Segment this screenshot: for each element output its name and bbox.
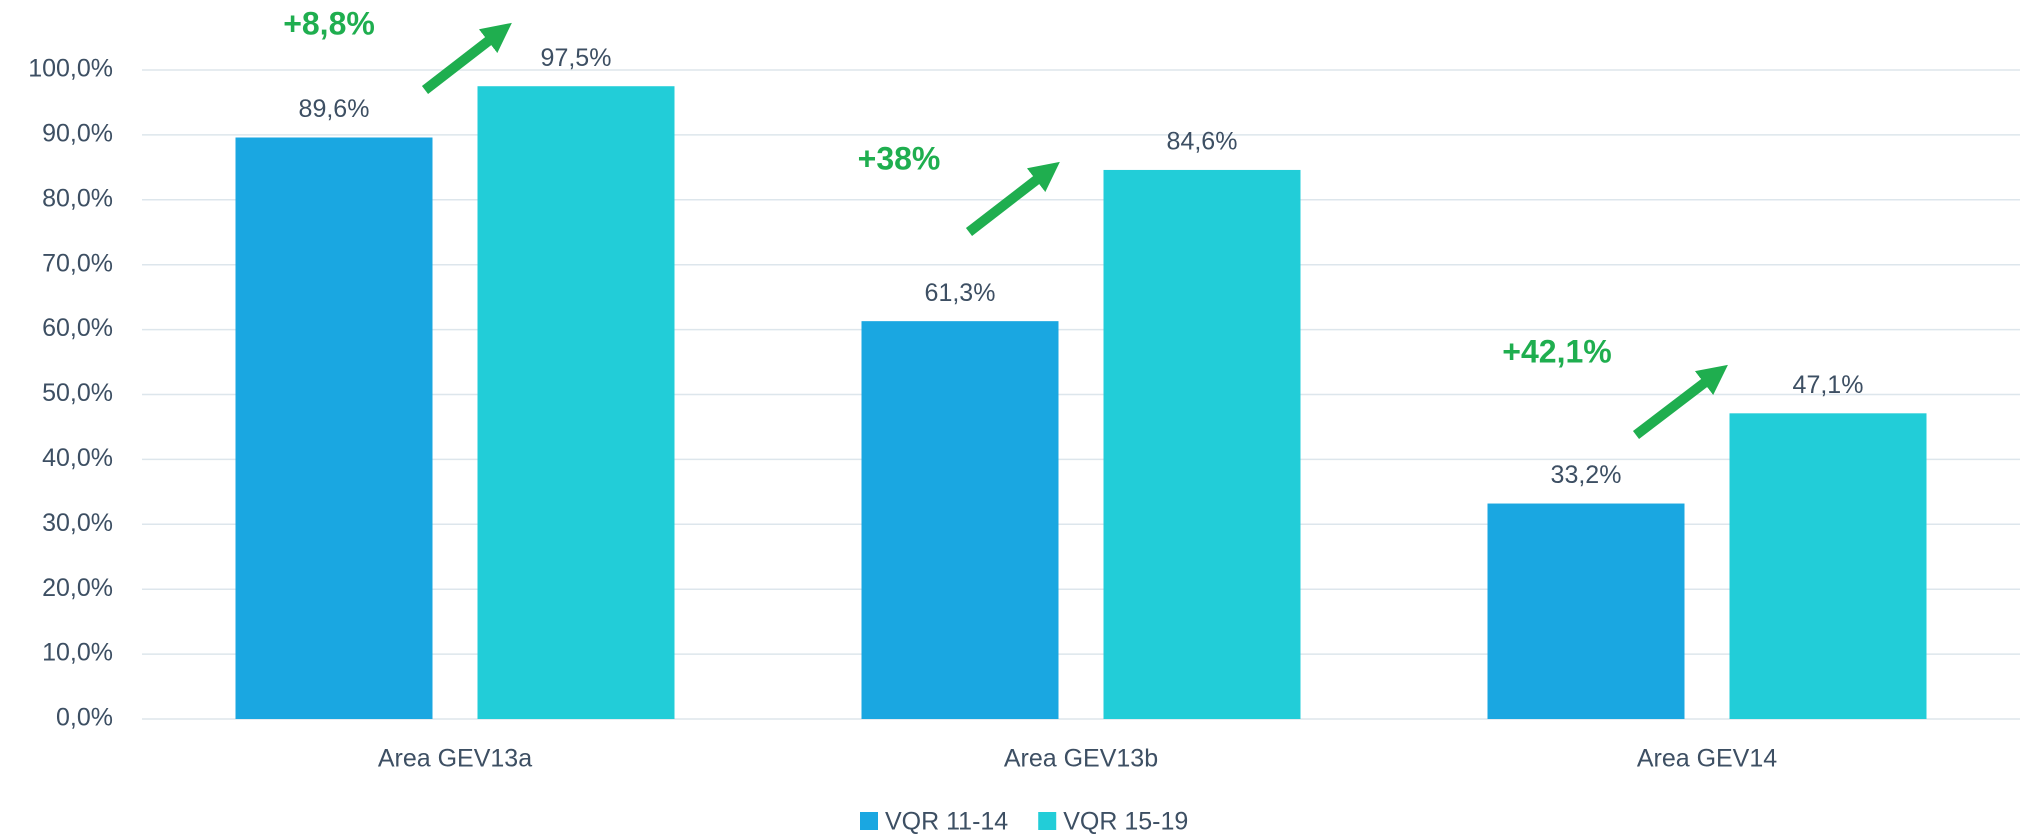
- legend-swatch: [1038, 812, 1057, 830]
- legend-swatch: [860, 812, 878, 830]
- data-label: 61,3%: [925, 279, 996, 307]
- arrow: [421, 22, 512, 94]
- bar: [235, 137, 433, 720]
- y-tick-label: 90,0%: [42, 120, 113, 148]
- y-tick-label: 60,0%: [42, 314, 113, 342]
- data-label: 97,5%: [541, 44, 612, 72]
- y-tick-label: 100,0%: [28, 55, 113, 83]
- y-tick-label: 30,0%: [42, 509, 113, 537]
- legend-label: VQR 15-19: [1063, 808, 1188, 836]
- annotation: +38%: [858, 140, 941, 176]
- bar: [1103, 169, 1301, 720]
- bar: [1487, 503, 1685, 719]
- arrow: [965, 161, 1060, 236]
- y-tick-label: 50,0%: [42, 379, 113, 407]
- bar: [1729, 413, 1927, 719]
- y-tick-label: 0,0%: [56, 704, 113, 732]
- annotation: +8,8%: [283, 5, 375, 41]
- data-label: 89,6%: [299, 95, 370, 123]
- bar: [861, 321, 1059, 719]
- data-label: 33,2%: [1551, 461, 1622, 489]
- y-tick-label: 80,0%: [42, 184, 113, 212]
- bar: [477, 86, 675, 720]
- x-tick-label: Area GEV14: [1637, 745, 1777, 773]
- y-tick-label: 20,0%: [42, 574, 113, 602]
- data-label: 47,1%: [1793, 371, 1864, 399]
- y-tick-label: 40,0%: [42, 444, 113, 472]
- legend-label: VQR 11-14: [885, 808, 1008, 836]
- y-tick-label: 70,0%: [42, 249, 113, 277]
- arrow: [1632, 364, 1728, 439]
- x-tick-label: Area GEV13b: [1004, 745, 1158, 773]
- y-tick-label: 10,0%: [42, 639, 113, 667]
- annotation: +42,1%: [1502, 333, 1611, 369]
- x-tick-label: Area GEV13a: [378, 745, 532, 773]
- data-label: 84,6%: [1167, 128, 1238, 156]
